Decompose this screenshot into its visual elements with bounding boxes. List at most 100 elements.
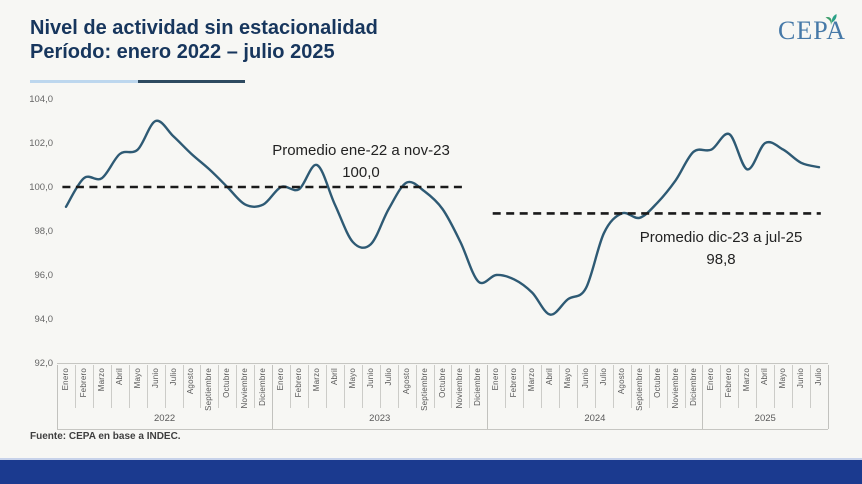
x-axis-month-separator [361, 365, 363, 408]
x-axis-month-label: Abril [329, 368, 339, 386]
x-axis-month-label: Marzo [311, 368, 321, 392]
x-axis-month-separator [756, 365, 758, 408]
x-axis-month-label: Enero [491, 368, 501, 391]
x-axis-month-separator [254, 365, 256, 408]
x-axis-month-label: Marzo [527, 368, 537, 392]
y-axis-tick-label: 98,0 [34, 226, 54, 237]
average-annotation-2-value: 98,8 [706, 251, 736, 268]
x-axis-year-label: 2023 [369, 413, 391, 424]
x-axis-month-separator [576, 365, 578, 408]
x-axis-year-label: 2025 [754, 413, 776, 424]
x-axis-month-label: Enero [706, 368, 716, 391]
x-axis-month-label: Abril [545, 368, 555, 386]
x-axis-month-separator [343, 365, 345, 408]
x-axis-month-label: Mayo [778, 368, 788, 389]
x-axis-month-separator [74, 365, 76, 408]
x-axis-month-label: Febrero [78, 368, 88, 398]
x-axis-month-separator [218, 365, 220, 408]
x-axis-year-separator [702, 365, 704, 429]
x-axis-month-separator [684, 365, 686, 408]
x-axis-month-label: Julio [168, 368, 178, 386]
title-underline-dark [138, 80, 245, 83]
x-axis-month-separator [612, 365, 614, 408]
x-axis-month-separator [451, 365, 453, 408]
x-axis-month-separator [397, 365, 399, 408]
x-axis-year-separator [828, 365, 829, 429]
x-axis-month-label: Marzo [742, 368, 752, 392]
x-axis-month-label: Mayo [347, 368, 357, 389]
average-annotation-2-label: Promedio dic-23 a jul-25 [639, 229, 803, 246]
x-axis-month-separator [128, 365, 130, 408]
x-axis-month-label: Febrero [724, 368, 734, 398]
x-axis-month-separator [523, 365, 525, 408]
x-axis-month-separator [415, 365, 417, 408]
x-axis-month-separator [236, 365, 238, 408]
x-axis-month-label: Abril [760, 368, 770, 386]
x-axis-month-label: Julio [598, 368, 608, 386]
x-axis-month-separator [541, 365, 543, 408]
x-axis-year-label: 2024 [584, 413, 606, 424]
x-axis-month-label: Febrero [294, 368, 304, 398]
x-axis-month-label: Diciembre [258, 368, 268, 406]
y-axis-tick-label: 96,0 [34, 270, 54, 281]
x-axis-month-label: Octubre [652, 368, 662, 398]
average-annotation-1-value: 100,0 [342, 164, 380, 181]
x-axis-bottom-line [57, 429, 828, 430]
y-axis-tick-label: 92,0 [34, 358, 54, 369]
x-axis-year-separator [57, 365, 58, 429]
chart-title-line2: Período: enero 2022 – julio 2025 [30, 41, 335, 63]
x-axis-month-separator [325, 365, 327, 408]
x-axis-month-separator [308, 365, 310, 408]
x-axis-month-separator [594, 365, 596, 408]
x-axis-month-separator [738, 365, 740, 408]
x-axis-month-label: Noviembre [455, 368, 465, 409]
x-axis-month-label: Agosto [186, 368, 196, 395]
average-annotation-1-label: Promedio ene-22 a nov-23 [272, 142, 450, 159]
x-axis-month-label: Octubre [222, 368, 232, 398]
x-axis-month-separator [720, 365, 722, 408]
x-axis-month-label: Noviembre [240, 368, 250, 409]
x-axis-month-separator [505, 365, 507, 408]
x-axis-month-label: Junio [150, 368, 160, 389]
cepa-logo: CEPA [778, 14, 848, 56]
x-axis-month-separator [92, 365, 94, 408]
x-axis-month-separator [182, 365, 184, 408]
x-axis-month-label: Mayo [132, 368, 142, 389]
x-axis-year-separator [272, 365, 274, 429]
x-axis-month-separator [146, 365, 148, 408]
x-axis-month-label: Junio [796, 368, 806, 389]
title-underline-light [30, 80, 138, 83]
x-axis-month-label: Junio [580, 368, 590, 389]
x-axis-month-label: Septiembre [204, 368, 214, 411]
x-axis-month-label: Julio [383, 368, 393, 386]
x-axis-year-label: 2022 [154, 413, 176, 424]
x-axis-month-separator [200, 365, 202, 408]
x-axis-month-separator [648, 365, 650, 408]
x-axis-month-separator [110, 365, 112, 408]
x-axis-line [57, 363, 828, 364]
x-axis-year-separator [487, 365, 489, 429]
cepa-leaf-icon [825, 14, 837, 25]
x-axis-month-separator [559, 365, 561, 408]
footer-bar [0, 458, 862, 484]
y-axis-tick-label: 94,0 [34, 314, 54, 325]
x-axis-month-separator [164, 365, 166, 408]
x-axis-month-label: Julio [814, 368, 824, 386]
x-axis-month-label: Febrero [509, 368, 519, 398]
x-axis-month-label: Enero [276, 368, 286, 391]
x-axis-month-separator [630, 365, 632, 408]
y-axis-tick-label: 104,0 [29, 94, 53, 105]
x-axis-month-label: Junio [365, 368, 375, 389]
x-axis-month-separator [666, 365, 668, 408]
x-axis-month-separator [469, 365, 471, 408]
x-axis-month-label: Abril [114, 368, 124, 386]
x-axis-month-label: Marzo [96, 368, 106, 392]
x-axis-month-label: Septiembre [419, 368, 429, 411]
x-axis-month-label: Septiembre [634, 368, 644, 411]
x-axis-month-label: Agosto [616, 368, 626, 395]
y-axis-tick-label: 102,0 [29, 138, 53, 149]
x-axis-month-label: Agosto [401, 368, 411, 395]
x-axis-month-label: Noviembre [670, 368, 680, 409]
x-axis-month-label: Diciembre [473, 368, 483, 406]
